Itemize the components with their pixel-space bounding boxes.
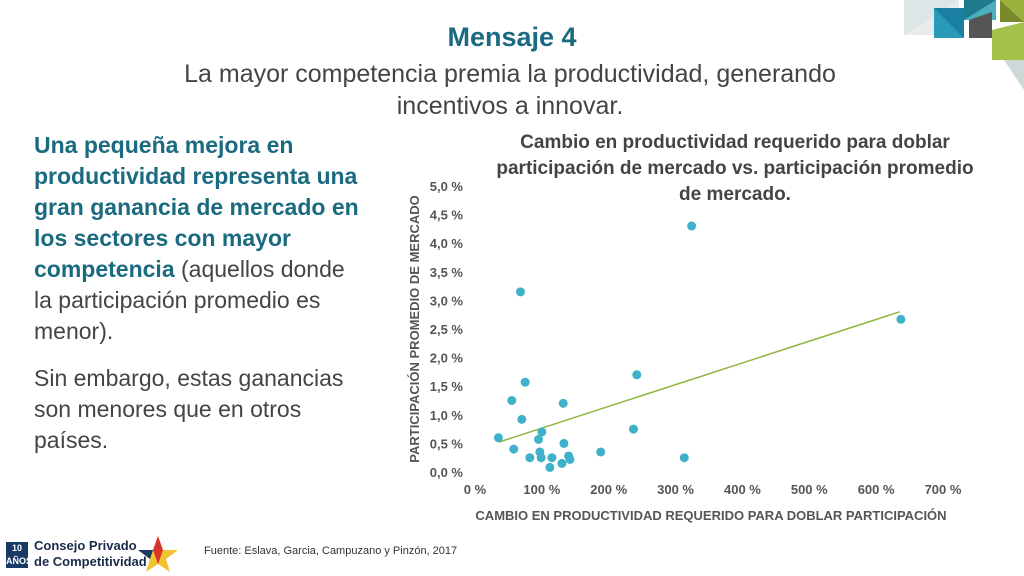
data-point: [896, 314, 906, 324]
x-tick-label: 700 %: [925, 482, 962, 497]
logo: 10 AÑOS Consejo Privado de Competitivida…: [6, 536, 186, 574]
data-point: [558, 398, 568, 408]
y-axis-label: PARTICIPACIÓN PROMEDIO DE MERCADO: [407, 195, 422, 462]
data-point: [628, 424, 638, 434]
data-point: [536, 453, 546, 463]
x-tick-label: 400 %: [724, 482, 761, 497]
y-tick-label: 1,0 %: [430, 408, 464, 423]
star-icon: [138, 536, 178, 572]
data-point: [557, 458, 567, 468]
data-point: [679, 453, 689, 463]
data-point: [545, 462, 555, 472]
source-note: Fuente: Eslava, Garcia, Campuzano y Pinz…: [204, 545, 458, 557]
y-tick-label: 4,0 %: [430, 236, 464, 251]
y-tick-label: 3,0 %: [430, 293, 464, 308]
y-tick-label: 0,5 %: [430, 436, 464, 451]
body-text-second: Sin embargo, estas ganancias son menores…: [34, 365, 344, 453]
data-point: [517, 414, 527, 424]
y-tick-label: 4,5 %: [430, 208, 464, 223]
body-text-bold: Una pequeña mejora en productividad repr…: [34, 132, 359, 282]
data-point: [565, 454, 575, 464]
x-axis-label: CAMBIO EN PRODUCTIVIDAD REQUERIDO PARA D…: [475, 508, 946, 523]
body-text: Una pequeña mejora en productividad repr…: [34, 130, 364, 472]
data-point: [525, 453, 535, 463]
data-point: [509, 444, 519, 454]
body-text-normal: (aquellos donde la participación promedi…: [34, 256, 345, 344]
data-point: [687, 221, 697, 231]
chart-title: Cambio en productividad requerido para d…: [496, 132, 974, 205]
y-tick-label: 2,5 %: [430, 322, 464, 337]
data-point: [632, 370, 642, 380]
data-point: [507, 396, 517, 405]
x-tick-label: 200 %: [590, 482, 627, 497]
data-point: [534, 434, 544, 444]
trendline: [498, 311, 900, 443]
y-tick-label: 0,0 %: [430, 465, 464, 480]
logo-line2: de Competitividad: [34, 554, 147, 569]
y-tick-label: 2,0 %: [430, 351, 464, 366]
data-point: [537, 427, 547, 437]
data-point: [515, 287, 525, 297]
y-tick-label: 1,5 %: [430, 379, 464, 394]
y-tick-label: 5,0 %: [430, 179, 464, 194]
page-title: Mensaje 4: [447, 22, 577, 52]
page-subtitle: La mayor competencia premia la productiv…: [184, 60, 836, 120]
logo-text: Consejo Privado de Competitividad: [34, 538, 147, 570]
logo-badge: 10 AÑOS: [6, 542, 33, 568]
data-point: [559, 438, 569, 448]
decorative-squares: [864, 0, 1024, 105]
x-tick-label: 600 %: [858, 482, 895, 497]
data-point: [520, 377, 530, 387]
data-point: [493, 433, 503, 443]
data-point: [547, 453, 557, 463]
x-tick-label: 0 %: [464, 482, 487, 497]
y-tick-label: 3,5 %: [430, 265, 464, 280]
x-tick-label: 300 %: [657, 482, 694, 497]
data-point: [596, 447, 606, 457]
x-tick-label: 500 %: [791, 482, 828, 497]
logo-line1: Consejo Privado: [34, 538, 137, 553]
x-tick-label: 100 %: [523, 482, 560, 497]
